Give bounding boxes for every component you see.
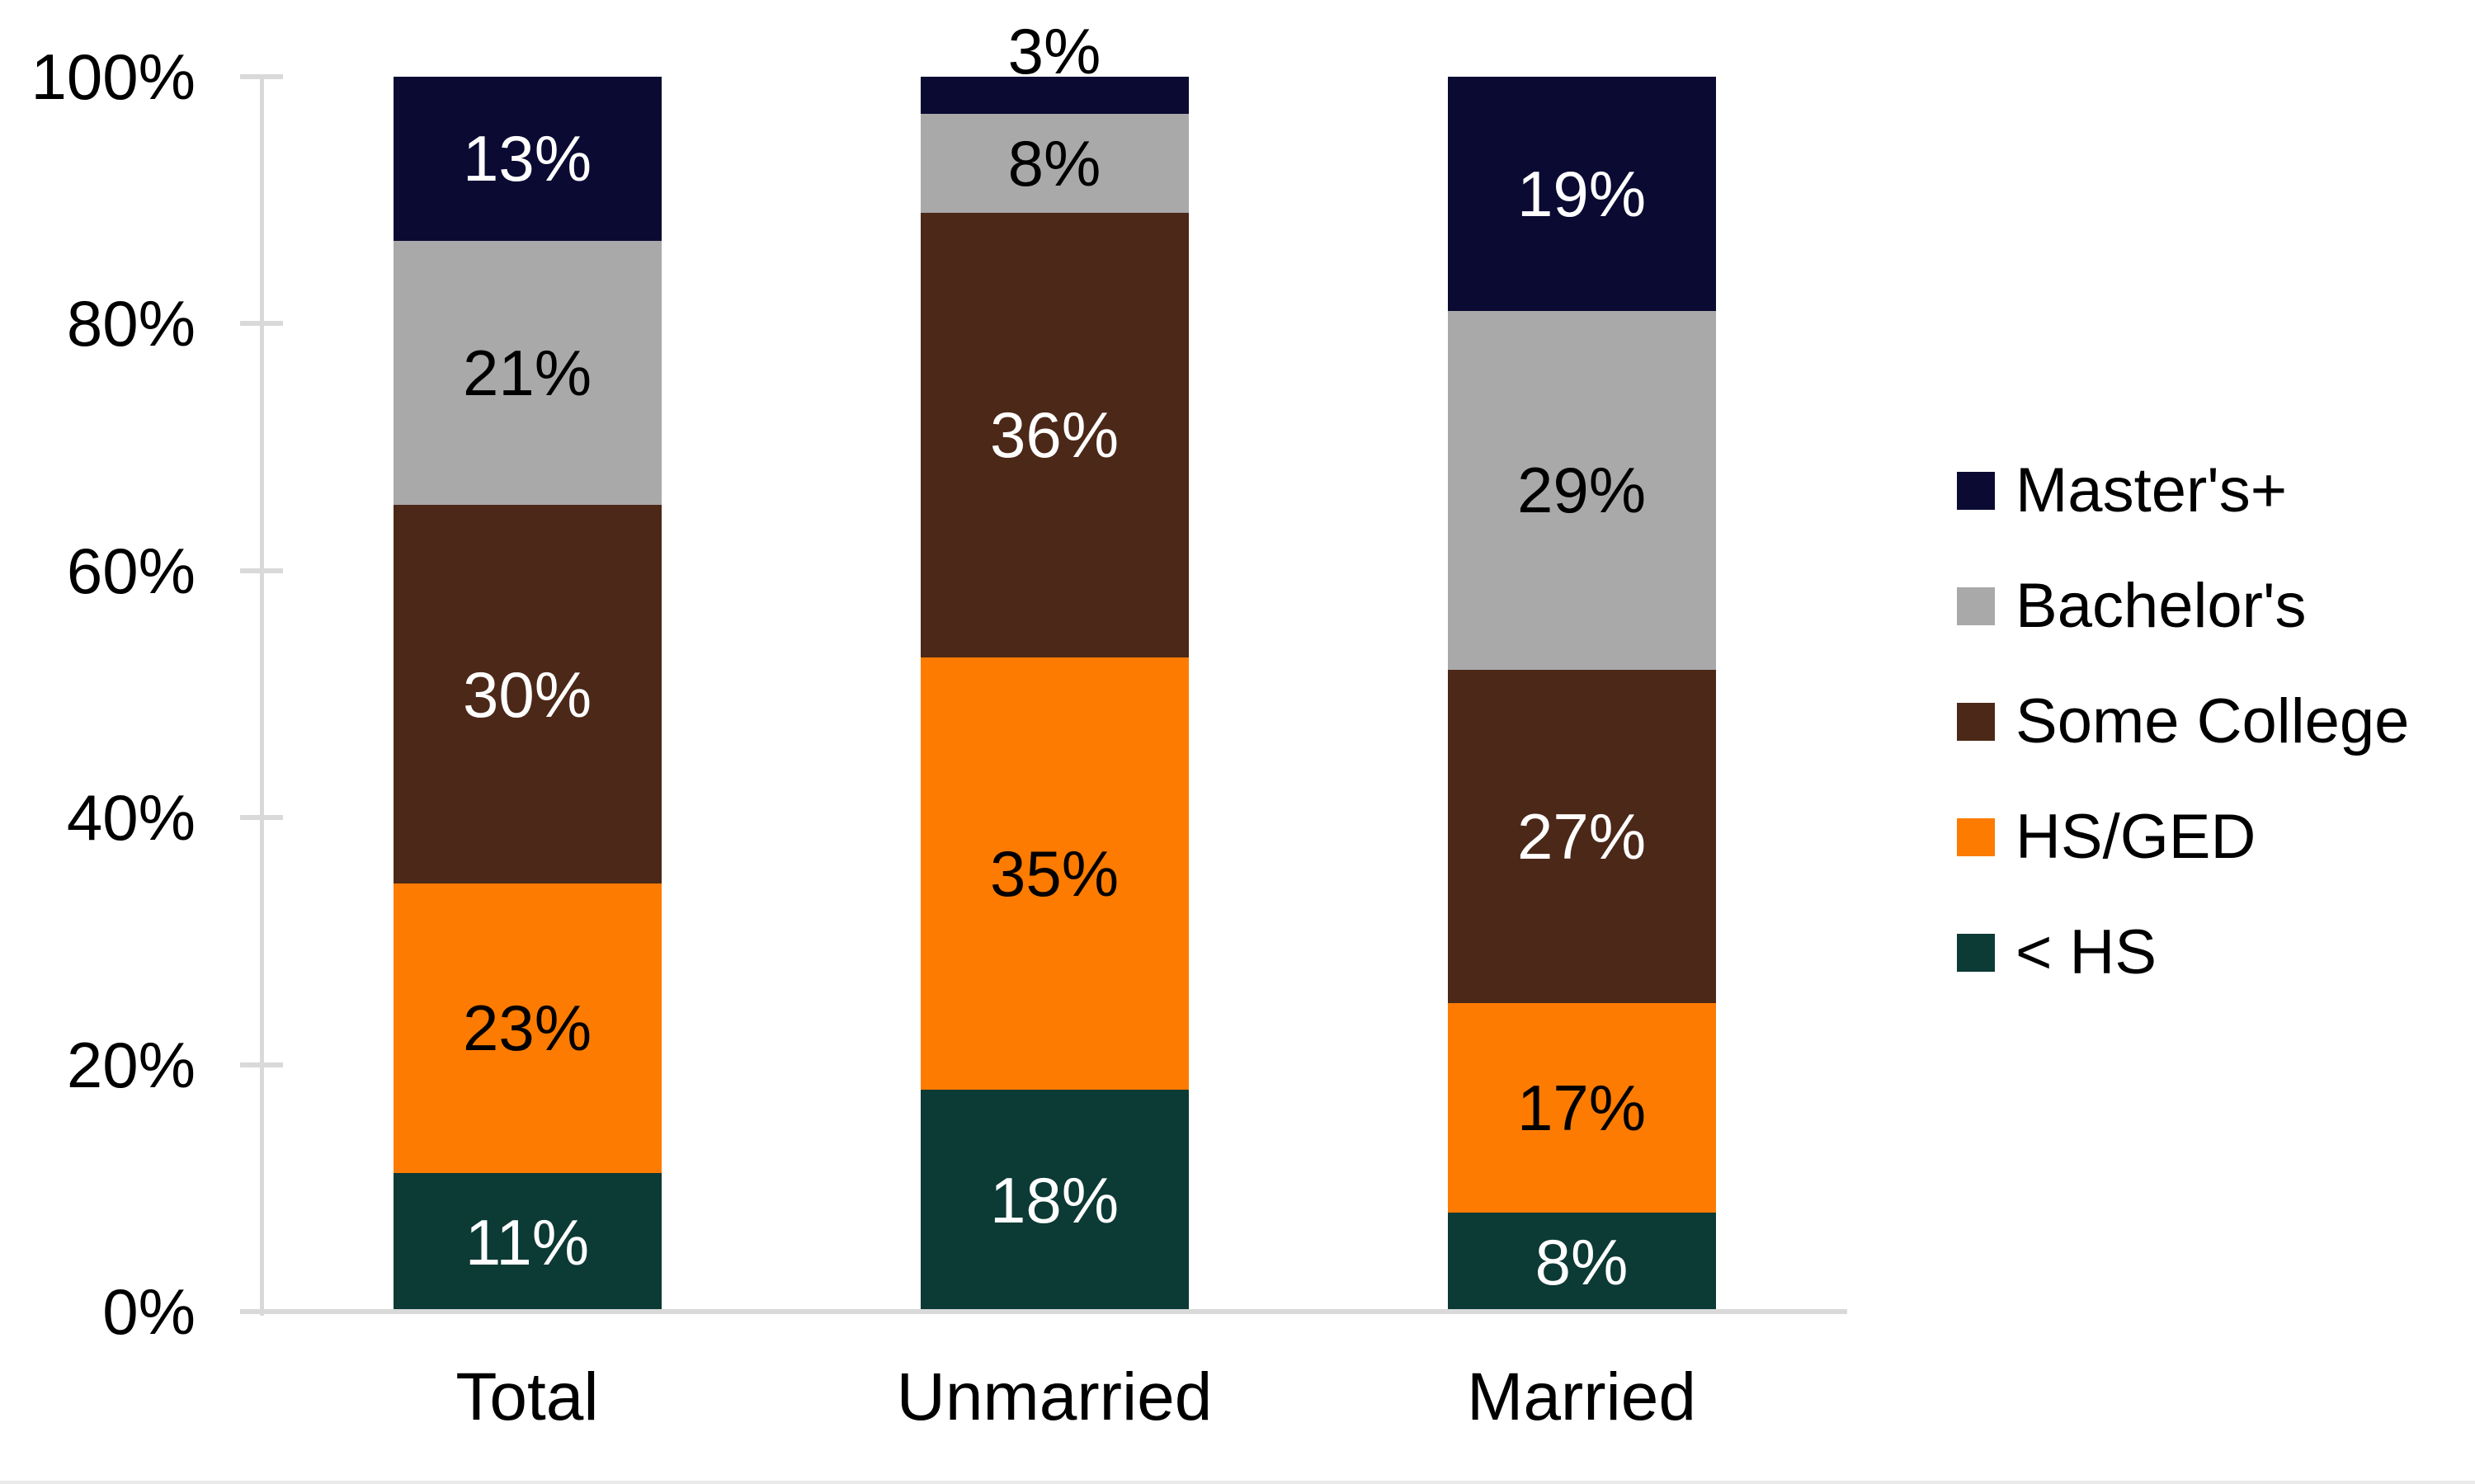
bar-segment — [1447, 77, 1716, 312]
legend-label: Some College — [2015, 686, 2410, 756]
y-tick-label: 0% — [102, 1275, 196, 1348]
legend-label: Bachelor's — [2015, 571, 2307, 641]
data-label: 19% — [1516, 158, 1647, 231]
data-label: 3% — [1007, 15, 1101, 87]
y-tick-label: 20% — [66, 1028, 196, 1101]
legend-label: < HS — [2015, 917, 2157, 987]
bar-segment — [393, 505, 662, 883]
data-label: 21% — [462, 336, 592, 409]
legend-label: Master's+ — [2015, 455, 2288, 525]
bar-segment — [393, 240, 662, 506]
y-tick — [240, 74, 283, 79]
x-axis-line — [240, 1309, 1847, 1314]
y-tick — [240, 815, 283, 821]
y-axis-line — [260, 77, 264, 1316]
bar-segment — [1447, 1213, 1716, 1312]
bar-segment — [1447, 669, 1716, 1003]
legend-swatch — [1957, 934, 1995, 972]
x-category-label: Unmarried — [896, 1359, 1213, 1435]
legend-label: HS/GED — [2015, 802, 2256, 872]
data-label: 35% — [989, 836, 1120, 910]
bar-segment — [920, 113, 1189, 213]
y-tick — [240, 321, 283, 327]
bar-segment — [393, 883, 662, 1173]
data-label: 17% — [1516, 1071, 1647, 1144]
data-label: 18% — [989, 1164, 1120, 1237]
x-category-label: Married — [1467, 1359, 1696, 1435]
image-bottom-edge — [0, 1481, 2475, 1484]
bar-segment — [1447, 311, 1716, 670]
legend-swatch — [1957, 703, 1995, 741]
y-tick-label: 80% — [66, 287, 196, 360]
bar-segment — [393, 77, 662, 241]
legend-swatch — [1957, 472, 1995, 510]
bar-segment — [920, 657, 1189, 1090]
bar-segment — [1447, 1002, 1716, 1213]
y-tick — [240, 1062, 283, 1067]
data-label: 30% — [462, 657, 592, 731]
data-label: 23% — [462, 992, 592, 1065]
bar-segment — [920, 1089, 1189, 1312]
y-tick-label: 60% — [66, 534, 196, 607]
data-label: 29% — [1516, 454, 1647, 527]
bar-segment — [920, 212, 1189, 657]
data-label: 8% — [1534, 1226, 1629, 1299]
legend-swatch — [1957, 818, 1995, 856]
data-label: 36% — [989, 398, 1120, 472]
data-label: 27% — [1516, 799, 1647, 873]
y-tick-label: 100% — [31, 40, 196, 113]
bar-segment — [393, 1172, 662, 1312]
data-label: 8% — [1007, 126, 1101, 200]
legend-swatch — [1957, 587, 1995, 625]
y-tick — [240, 568, 283, 573]
x-category-label: Total — [455, 1359, 599, 1435]
data-label: 11% — [464, 1205, 590, 1279]
y-tick-label: 40% — [66, 781, 196, 855]
data-label: 13% — [462, 122, 592, 196]
bar-segment — [920, 77, 1189, 114]
